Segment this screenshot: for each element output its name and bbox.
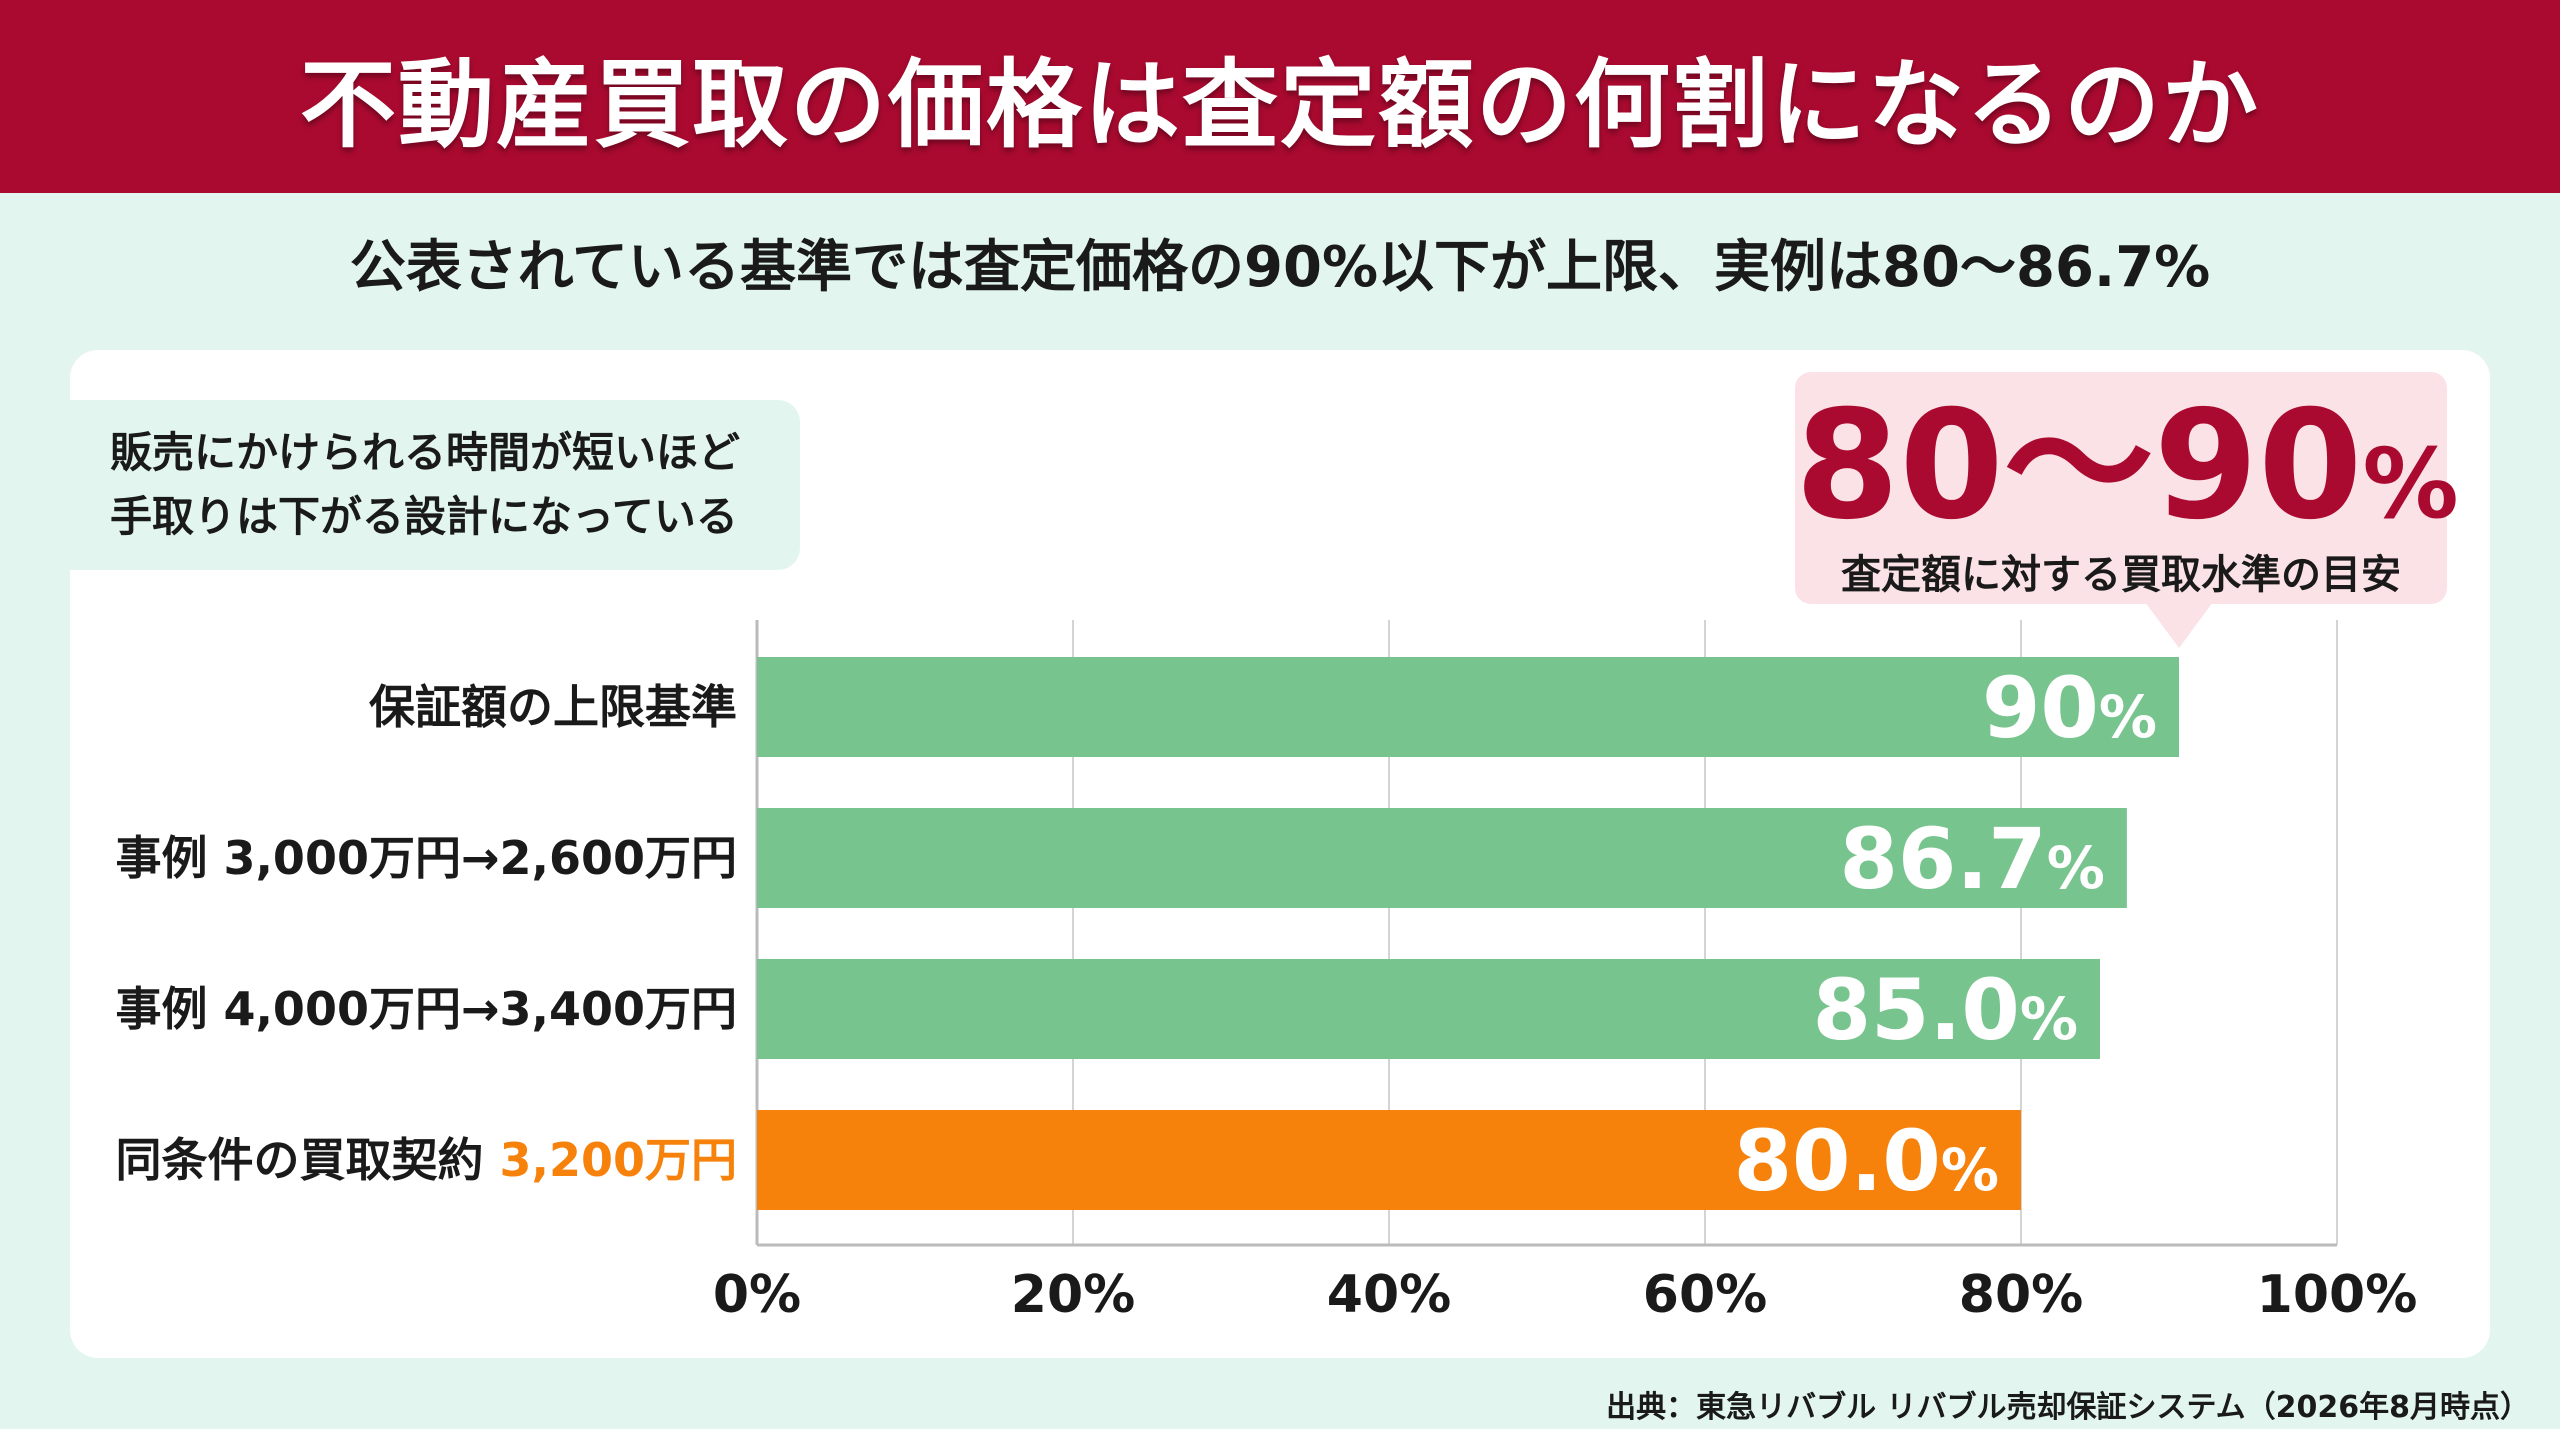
callout-box: 80〜90% 査定額に対する買取水準の目安: [1795, 372, 2459, 648]
x-tick-label: 80%: [1959, 1265, 2083, 1325]
x-tick-label: 100%: [2257, 1265, 2418, 1325]
callout-number: 80〜90: [1795, 379, 2363, 553]
bar-value-label: 85.0%: [1813, 961, 2078, 1059]
category-label: 保証額の上限基準: [369, 680, 737, 734]
bar: [757, 959, 2100, 1059]
bar-value-label: 86.7%: [1839, 810, 2104, 908]
category-label: 事例 4,000万円→3,400万円: [115, 982, 737, 1036]
callout-value: 80〜90%: [1795, 386, 2459, 564]
x-tick-label: 40%: [1327, 1265, 1451, 1325]
x-tick-label: 20%: [1011, 1265, 1135, 1325]
bar: [757, 1110, 2021, 1210]
bar: [757, 657, 2179, 757]
page-subtitle: 公表されている基準では査定価格の90%以下が上限、実例は80〜86.7%: [349, 235, 2211, 300]
source-note: 出典：東急リバブル リバブル売却保証システム（2026年8月時点）: [1606, 1390, 2530, 1425]
note-line-1: 販売にかけられる時間が短いほど: [110, 428, 741, 477]
bar-value-label: 90%: [1982, 659, 2157, 757]
bar: [757, 808, 2127, 908]
x-tick-label: 60%: [1643, 1265, 1767, 1325]
category-label: 同条件の買取契約 3,200万円: [115, 1133, 737, 1187]
x-tick-label: 0%: [713, 1265, 801, 1325]
page-title: 不動産買取の価格は査定額の何割になるのか: [300, 49, 2260, 161]
callout-unit: %: [2362, 428, 2459, 540]
callout-label: 査定額に対する買取水準の目安: [1841, 552, 2401, 598]
category-label: 事例 3,000万円→2,600万円: [115, 831, 737, 885]
note-line-2: 手取りは下がる設計になっている: [110, 492, 738, 541]
note-box: 販売にかけられる時間が短いほど 手取りは下がる設計になっている: [70, 400, 800, 570]
title-bar: 不動産買取の価格は査定額の何割になるのか: [0, 0, 2560, 193]
bar-value-label: 80.0%: [1734, 1112, 1999, 1210]
